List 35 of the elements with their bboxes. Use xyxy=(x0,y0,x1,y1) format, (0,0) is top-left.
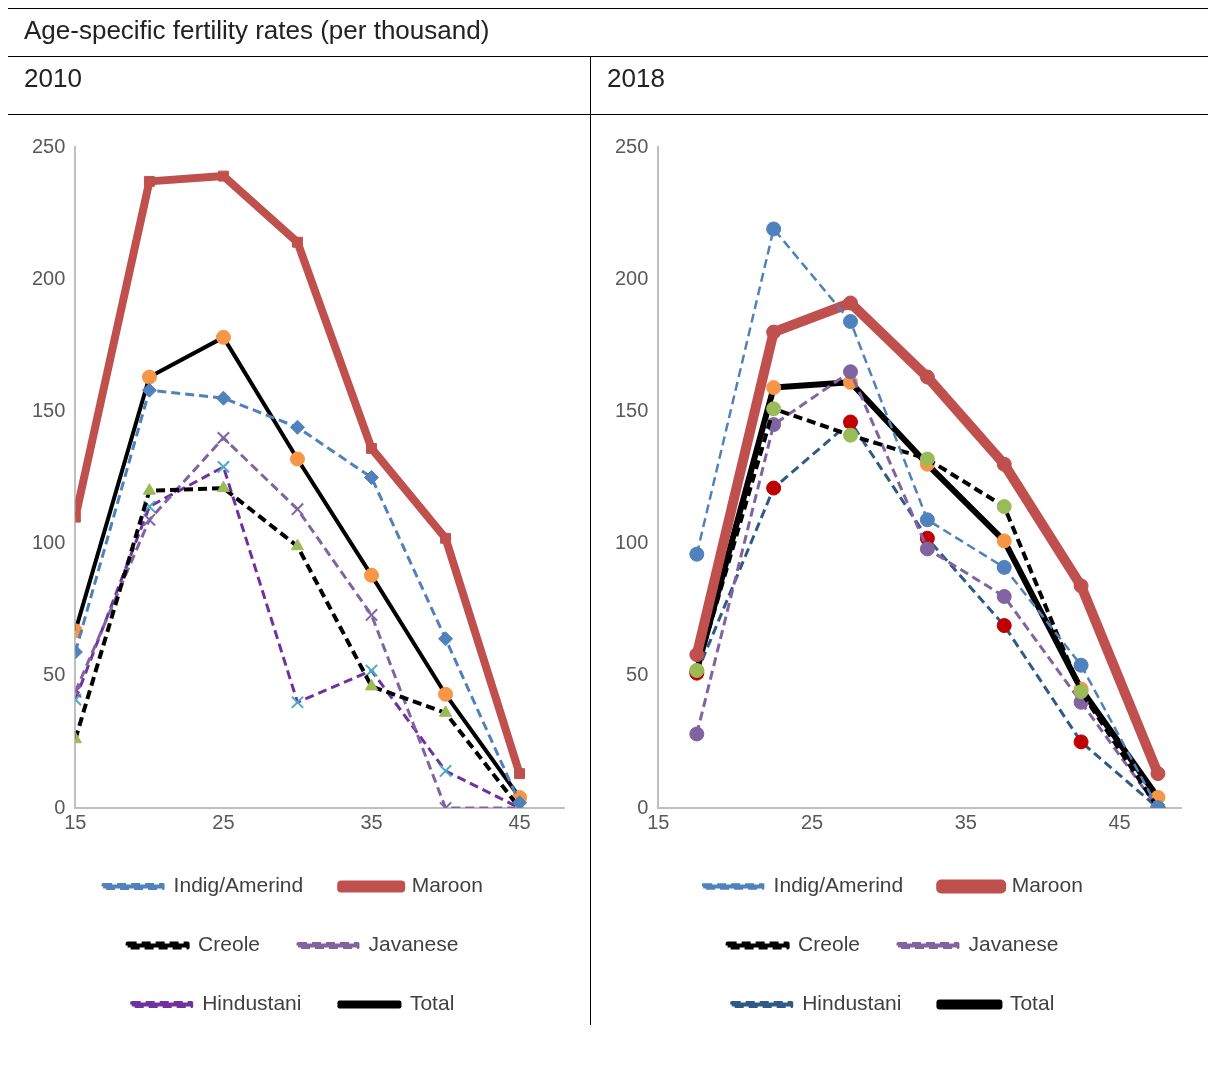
y-tick-label: 50 xyxy=(43,663,66,686)
legend-label: Hindustani xyxy=(202,991,302,1015)
legend-label: Creole xyxy=(798,932,860,956)
legend-label: Javanese xyxy=(968,932,1059,956)
x-tick-label: 45 xyxy=(1108,810,1131,833)
y-tick-label: 100 xyxy=(614,531,649,554)
x-tick-label: 25 xyxy=(800,810,824,833)
chart-title: 2018 xyxy=(591,57,1208,115)
x-tick-label: 35 xyxy=(360,810,383,833)
legend-label: Total xyxy=(409,991,455,1015)
x-tick-label: 35 xyxy=(954,810,977,833)
legend-label: Indig/Amerind xyxy=(773,873,904,897)
legend-label: Maroon xyxy=(1011,873,1083,897)
legend-label: Javanese xyxy=(368,932,459,956)
y-tick-label: 50 xyxy=(626,663,649,686)
legend-label: Maroon xyxy=(411,873,483,897)
y-tick-label: 0 xyxy=(54,795,66,818)
chart-title: Age-specific fertility rates (per thousand) xyxy=(8,8,1208,56)
y-tick-label: 200 xyxy=(31,266,66,289)
y-tick-label: 150 xyxy=(614,398,649,421)
y-tick-label: 250 xyxy=(31,134,66,157)
chart-subtitle: 2010 xyxy=(8,57,590,115)
x-tick-label: 15 xyxy=(64,810,87,833)
x-tick-label: 45 xyxy=(508,810,531,833)
y-tick-label: 200 xyxy=(614,266,649,289)
y-tick-label: 150 xyxy=(31,398,66,421)
x-tick-label: 15 xyxy=(647,810,670,833)
y-tick-label: 0 xyxy=(637,795,649,818)
y-tick-label: 100 xyxy=(31,531,66,554)
x-tick-label: 25 xyxy=(212,810,235,833)
legend-label: Indig/Amerind xyxy=(173,873,304,897)
legend-label: Creole xyxy=(198,932,260,956)
y-tick-label: 250 xyxy=(614,134,649,157)
legend-label: Hindustani xyxy=(802,991,902,1015)
legend-label: Total xyxy=(1009,991,1055,1015)
